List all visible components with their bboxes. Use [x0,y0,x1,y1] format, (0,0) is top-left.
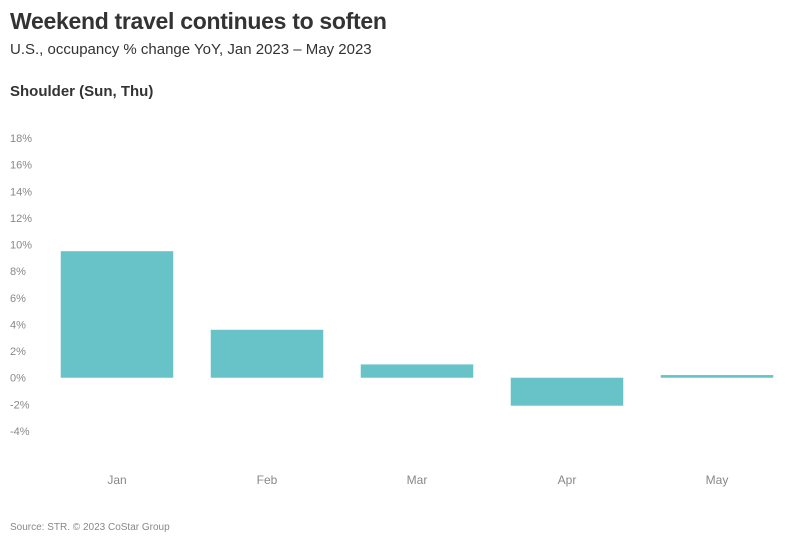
y-tick-label: 10% [10,240,32,252]
y-tick-label: -2% [10,399,30,411]
x-axis-labels: Jan Feb Mar Apr May [107,473,728,487]
x-tick-label: Jan [107,473,126,487]
y-tick-label: 14% [10,186,32,198]
panel-label: Shoulder (Sun, Thu) [10,83,154,100]
y-tick-label: -4% [10,426,30,438]
y-tick-label: 18% [10,133,32,145]
x-tick-label: Mar [407,473,428,487]
y-tick-label: 4% [10,319,26,331]
bar-may [660,375,774,378]
y-axis-ticks: 18% 16% 14% 12% 10% 8% 6% 4% 2% 0% -2% -4% [10,133,32,438]
y-tick-label: 12% [10,213,32,225]
bar-mar [360,364,474,378]
y-tick-label: 8% [10,266,26,278]
x-tick-label: May [706,473,729,487]
bar-apr [510,377,624,406]
x-tick-label: Feb [257,473,278,487]
x-tick-label: Apr [558,473,577,487]
bar-feb [210,329,324,378]
y-tick-label: 16% [10,160,32,172]
y-tick-label: 0% [10,373,26,385]
y-tick-label: 6% [10,293,26,305]
chart-subtitle: U.S., occupancy % change YoY, Jan 2023 –… [10,41,372,58]
bar-jan [60,251,174,378]
chart-title: Weekend travel continues to soften [10,8,387,34]
bars [60,251,774,406]
y-tick-label: 2% [10,346,26,358]
source-note: Source: STR. © 2023 CoStar Group [10,522,170,533]
